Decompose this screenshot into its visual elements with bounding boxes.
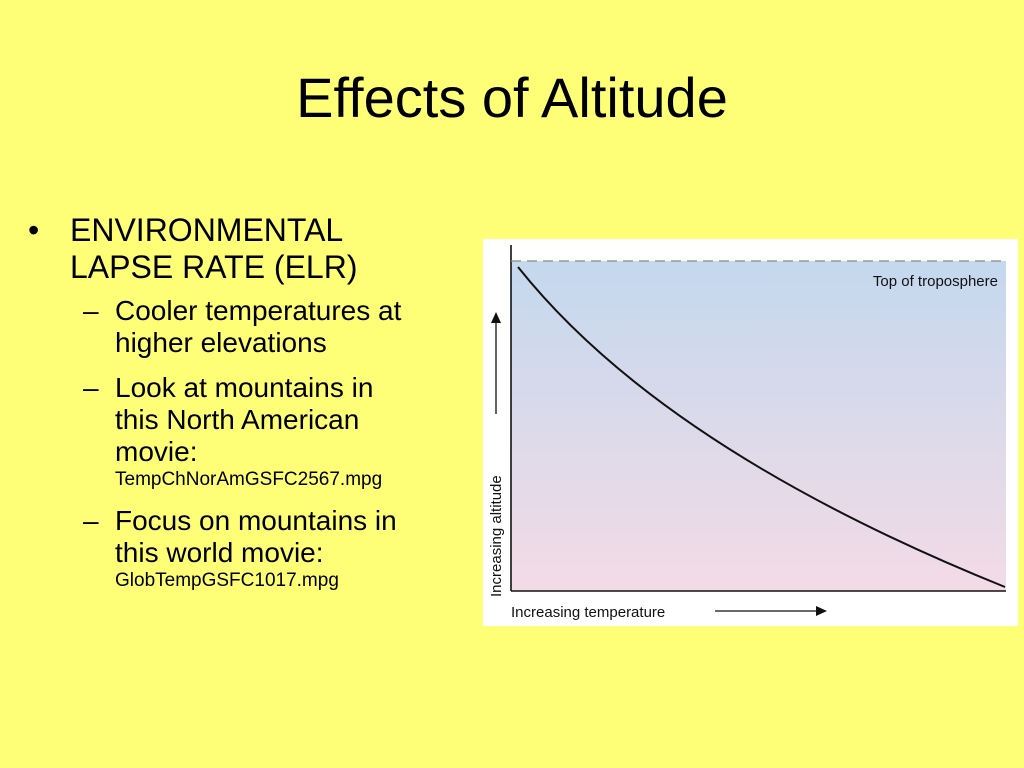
subbullet-north-american-movie: – Look at mountains in this North Americ… (28, 372, 488, 492)
dash-mark: – (83, 505, 99, 536)
x-axis-arrow-icon (715, 606, 827, 616)
subbullet-line: Focus on mountains in (115, 505, 397, 536)
tropopause-label: Top of troposphere (873, 273, 998, 290)
lapse-rate-curve (517, 266, 1006, 588)
lapse-rate-diagram: Top of troposphere Increasing temperatur… (483, 239, 1018, 626)
subbullet-world-movie: – Focus on mountains in this world movie… (28, 505, 488, 593)
y-axis-arrow-icon (491, 312, 501, 414)
subbullet-line: movie: (115, 436, 198, 467)
movie-file-link[interactable]: GlobTempGSFC1017.mpg (115, 570, 339, 591)
subbullet-list: – Cooler temperatures at higher elevatio… (28, 295, 488, 593)
subbullet-line: Cooler temperatures at (115, 295, 402, 326)
bullet-mark: • (28, 212, 40, 248)
bullet-elr: • ENVIRONMENTAL LAPSE RATE (ELR) (28, 212, 488, 286)
dash-mark: – (83, 372, 99, 403)
bullet-list: • ENVIRONMENTAL LAPSE RATE (ELR) – Coole… (28, 212, 488, 606)
subbullet-cooler-temperatures: – Cooler temperatures at higher elevatio… (28, 295, 488, 359)
atmosphere-panel (511, 261, 1006, 591)
bullet-line: LAPSE RATE (ELR) (70, 249, 358, 285)
subbullet-line: Look at mountains in (115, 372, 374, 403)
dash-mark: – (83, 295, 99, 326)
slide-title: Effects of Altitude (296, 66, 728, 129)
subbullet-line: higher elevations (115, 327, 327, 358)
y-axis-label: Increasing altitude (488, 475, 505, 597)
x-axis-label: Increasing temperature (511, 604, 665, 621)
bullet-line: ENVIRONMENTAL (70, 212, 344, 248)
subbullet-line: this North American (115, 404, 360, 435)
subbullet-line: this world movie: (115, 537, 324, 568)
movie-file-link[interactable]: TempChNorAmGSFC2567.mpg (115, 469, 383, 490)
